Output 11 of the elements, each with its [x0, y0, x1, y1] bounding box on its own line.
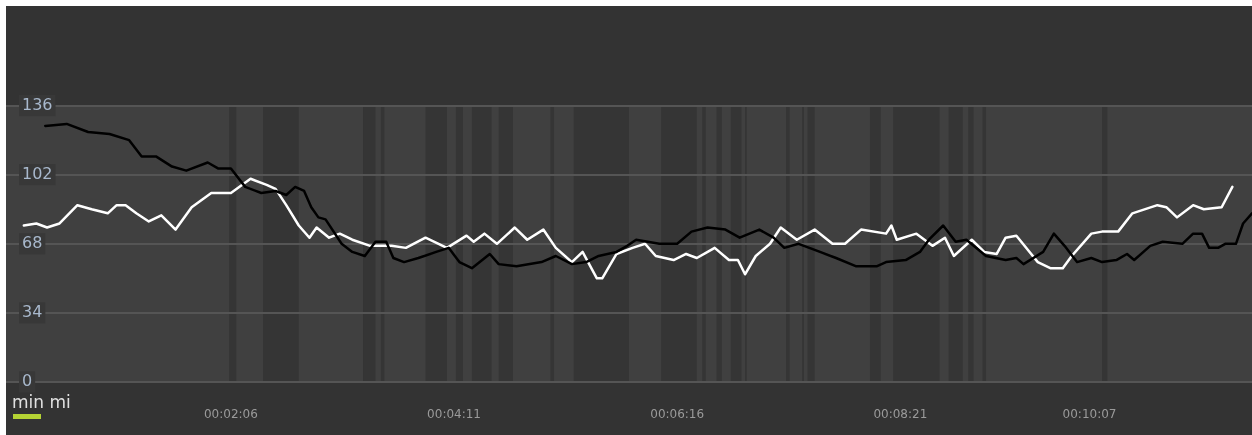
- x-tick-label: 00:08:21: [873, 407, 928, 422]
- y-tick-label: 102: [22, 163, 53, 183]
- x-tick-label: 00:02:06: [203, 407, 258, 422]
- y-tick-label: 136: [22, 94, 53, 114]
- y-tick-label: 0: [22, 371, 33, 391]
- x-tick-label: 00:06:16: [650, 407, 705, 422]
- y-tick-label: 68: [22, 232, 43, 252]
- y-tick-label: 34: [22, 302, 43, 322]
- text: min mi: [12, 392, 71, 412]
- x-tick-label: 00:10:07: [1062, 407, 1117, 422]
- x-tick-label: 00:04:11: [427, 407, 482, 422]
